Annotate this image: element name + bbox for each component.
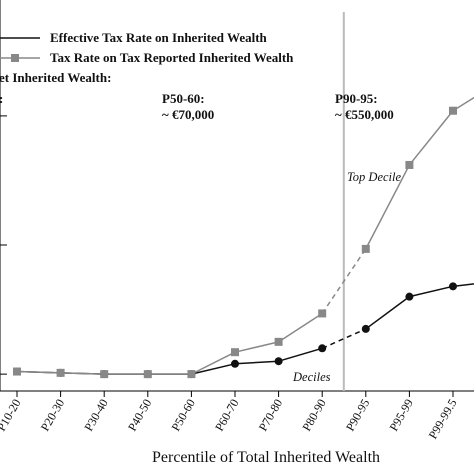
series-2-segment [191,351,236,375]
series-1-point [361,324,370,333]
series-1-point [318,344,327,353]
series-1-segment [321,328,367,349]
series-2-point [405,160,414,169]
series-2-segment [278,312,323,343]
top-decile-label: Top Decile [347,170,401,184]
series-1-point [231,359,239,368]
series-1-segment [278,347,323,362]
wealth-header: et Inherited Wealth: [0,70,111,85]
series-1-segment [409,285,454,298]
series-2-point [231,348,239,357]
series-2-segment [321,248,367,314]
y-ticks [0,115,7,375]
deciles-label: Deciles [292,370,331,384]
series-2-point [449,106,457,115]
series-points [13,106,457,379]
series-1-segment [365,296,410,330]
series-1-segment [191,363,236,375]
x-ticks [16,391,454,397]
series-2-point [100,370,109,379]
p50-title: P50-60: [162,91,205,106]
left-cut-label: : [0,91,3,106]
legend: Effective Tax Rate on Inherited Wealth T… [0,30,294,65]
series-2-point [143,370,152,379]
series-2-point [56,368,65,377]
series-2-segment [234,341,279,353]
p50-value: ~ €70,000 [162,107,214,122]
series-2-segment [452,96,474,112]
series-2-point [274,337,283,346]
series-2-segment [16,370,61,374]
series-2-point [361,244,370,253]
series-2-segment [408,110,454,166]
series-1-segment [234,360,279,365]
p90-value: ~ €550,000 [335,107,394,122]
series-2-point [187,370,196,379]
series-lines [16,96,474,375]
series-1-segment [452,283,474,288]
series-1-point [449,282,457,291]
series-2-segment [365,164,411,250]
series-2-segment [60,372,105,375]
series-2-point [13,367,21,376]
legend-label-effective: Effective Tax Rate on Inherited Wealth [50,30,268,45]
series-1-point [405,292,414,301]
series-2-point [318,309,327,318]
legend-label-reported: Tax Rate on Tax Reported Inherited Wealt… [50,50,294,65]
p90-title: P90-95: [335,91,378,106]
legend-marker-reported [11,54,19,62]
series-1-point [274,357,283,366]
x-axis-title: Percentile of Total Inherited Wealth [152,449,380,466]
